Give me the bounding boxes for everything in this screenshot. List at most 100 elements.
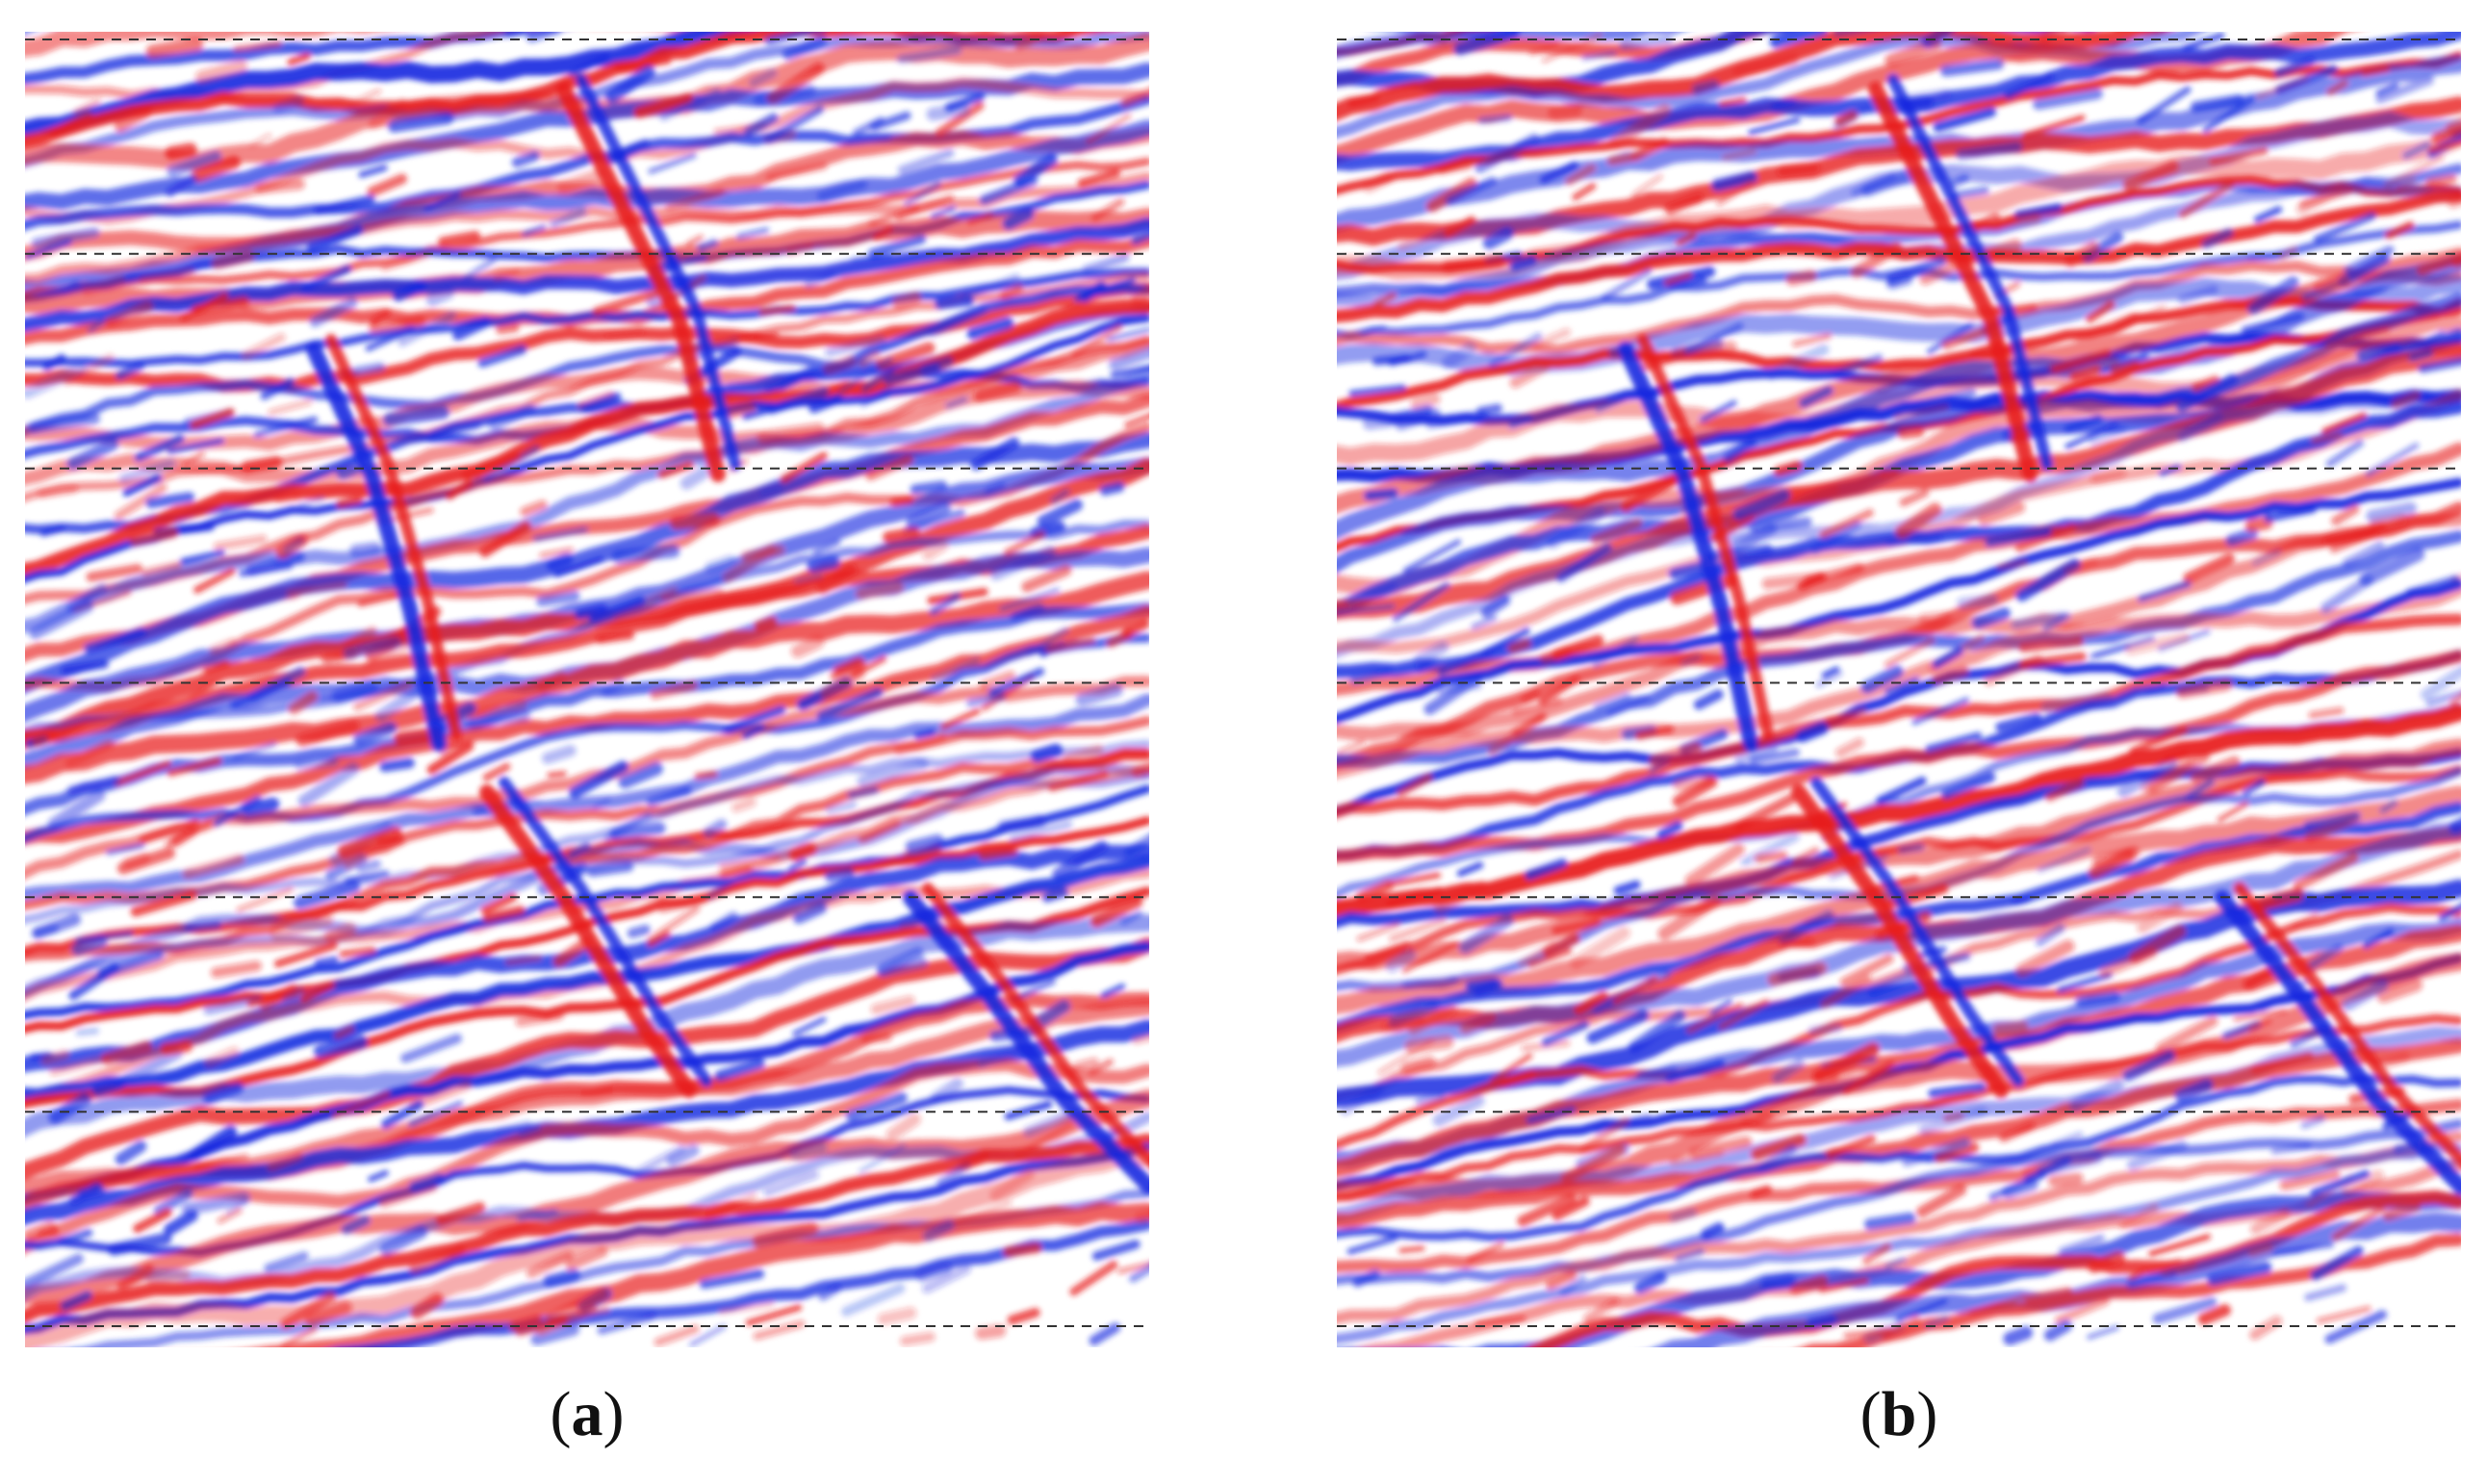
noise-blob xyxy=(1818,1277,1869,1293)
noise-blob xyxy=(1789,1275,1829,1296)
noise-blob xyxy=(1382,1016,1425,1033)
noise-blob xyxy=(1456,861,1484,878)
noise-blob xyxy=(899,1331,936,1346)
noise-blob xyxy=(646,785,692,807)
reflector-band xyxy=(1337,477,2461,724)
noise-blob xyxy=(808,394,843,414)
reflector-band xyxy=(25,77,1149,225)
noise-blob xyxy=(1895,502,1942,539)
reflector-band xyxy=(25,457,1149,750)
noise-blob xyxy=(1799,385,1833,408)
noise-blob xyxy=(282,536,305,554)
noise-blob xyxy=(1388,917,1447,942)
noise-blob xyxy=(680,254,708,266)
noise-blob xyxy=(1792,333,1832,347)
noise-blob xyxy=(2091,846,2141,868)
noise-blob xyxy=(1635,725,1675,740)
noise-blob xyxy=(815,562,858,594)
noise-blob xyxy=(2046,355,2120,374)
noise-blob xyxy=(586,861,634,878)
noise-blob xyxy=(792,1016,827,1036)
noise-blob xyxy=(1052,840,1109,881)
noise-blob xyxy=(2447,193,2461,209)
noise-blob xyxy=(496,322,520,335)
seismic-panel-a xyxy=(25,32,1149,1347)
noise-blob xyxy=(965,692,1007,707)
noise-blob xyxy=(1941,327,1987,350)
noise-blob xyxy=(787,857,808,873)
noise-blob xyxy=(1002,207,1035,230)
noise-blob xyxy=(268,398,313,416)
noise-blob xyxy=(575,603,608,620)
noise-blob xyxy=(368,1169,389,1183)
noise-blob xyxy=(922,539,949,561)
noise-blob xyxy=(870,995,915,1015)
reflector-band xyxy=(25,32,756,139)
noise-blob xyxy=(2040,691,2114,715)
noise-blob xyxy=(1926,322,1974,355)
noise-blob xyxy=(1612,976,1658,1005)
noise-blob xyxy=(344,870,390,883)
noise-blob xyxy=(1876,777,1927,806)
noise-blob xyxy=(314,956,340,967)
noise-blob xyxy=(1365,940,1411,959)
noise-blob xyxy=(25,1220,58,1242)
noise-blob xyxy=(860,386,891,408)
noise-blob xyxy=(858,820,901,844)
noise-blob xyxy=(804,270,835,289)
noise-blob xyxy=(1957,594,1999,609)
reflector-band xyxy=(1337,822,2461,1067)
noise-blob xyxy=(1674,1247,1705,1263)
noise-blob xyxy=(2209,146,2269,166)
noise-blob xyxy=(1346,581,1397,606)
noise-blob xyxy=(192,567,236,594)
noise-blob xyxy=(2272,890,2314,902)
noise-blob xyxy=(973,380,1022,403)
noise-blob xyxy=(39,525,65,537)
noise-blob xyxy=(569,53,609,77)
noise-blob xyxy=(210,960,262,979)
reflector-band xyxy=(25,180,1149,303)
reflector-band xyxy=(25,32,553,85)
noise-blob xyxy=(1402,539,1462,574)
noise-blob xyxy=(1340,1085,1384,1115)
noise-blob xyxy=(1507,638,1531,653)
noise-blob xyxy=(885,1113,921,1141)
noise-blob xyxy=(2375,75,2434,104)
noise-blob xyxy=(858,1142,907,1174)
noise-blob xyxy=(1606,695,1651,716)
noise-blob xyxy=(2152,1296,2218,1324)
noise-blob xyxy=(788,842,817,861)
noise-blob xyxy=(1691,79,1720,95)
noise-blob xyxy=(2361,65,2390,76)
noise-blob xyxy=(1077,168,1121,188)
reflector-band xyxy=(1337,32,2205,139)
noise-blob xyxy=(1939,58,2005,77)
noise-blob xyxy=(1432,1094,1485,1127)
noise-blob xyxy=(736,226,770,241)
noise-blob xyxy=(713,331,780,345)
noise-blob xyxy=(164,818,214,848)
noise-blob xyxy=(1934,1142,1980,1163)
noise-blob xyxy=(2308,706,2345,719)
noise-blob xyxy=(1795,721,1829,743)
noise-blob xyxy=(961,273,1020,301)
reflector-band xyxy=(25,268,1149,369)
noise-blob xyxy=(1667,274,1707,291)
noise-blob xyxy=(2147,752,2210,794)
noise-blob xyxy=(1120,88,1149,107)
noise-blob xyxy=(194,59,248,84)
noise-blob xyxy=(2383,154,2445,190)
noise-blob xyxy=(425,286,455,307)
noise-blob xyxy=(919,356,954,374)
noise-blob xyxy=(1397,773,1433,798)
noise-blob xyxy=(1619,35,1674,51)
noise-blob xyxy=(597,1312,656,1335)
reflector-band xyxy=(25,1133,1149,1324)
noise-blob xyxy=(807,555,840,574)
noise-blob xyxy=(31,730,57,747)
noise-blob xyxy=(858,349,881,368)
noise-blob xyxy=(1861,1242,1891,1265)
noise-blob xyxy=(1527,947,1573,968)
noise-blob xyxy=(824,867,855,883)
